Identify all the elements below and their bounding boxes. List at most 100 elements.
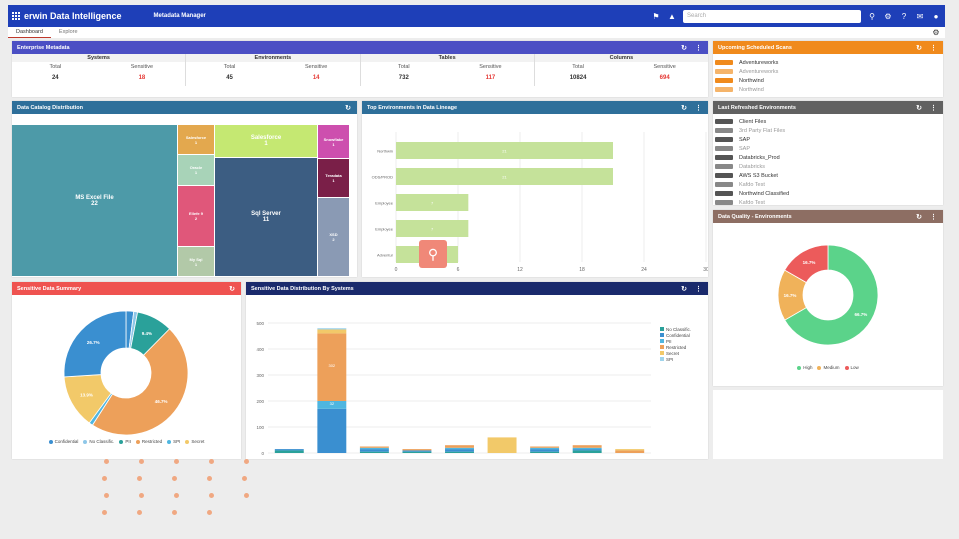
help-icon[interactable]: ? (901, 11, 907, 21)
stacked-bar-segment[interactable] (274, 450, 304, 453)
stacked-bar-segment[interactable] (274, 449, 304, 451)
more-icon[interactable]: ⋮ (930, 213, 937, 221)
refresh-icon[interactable]: ↻ (681, 104, 687, 112)
quality-slice[interactable] (784, 244, 879, 346)
stacked-bar-segment[interactable] (317, 328, 347, 330)
more-icon[interactable]: ⋮ (695, 44, 702, 52)
refresh-icon[interactable]: ↻ (345, 104, 351, 112)
refresh-icon[interactable]: ↻ (916, 104, 922, 112)
refresh-icon[interactable]: ↻ (916, 44, 922, 52)
list-item[interactable]: SAP (713, 135, 943, 144)
quality-slice[interactable] (784, 244, 829, 284)
user-icon[interactable]: ● (933, 11, 939, 21)
stacked-bar-segment[interactable] (487, 437, 517, 453)
stacked-bar-segment[interactable] (572, 449, 602, 451)
bell-icon[interactable]: ▲ (668, 11, 676, 21)
list-item[interactable]: AWS S3 Bucket (713, 171, 943, 180)
stacked-bar-segment[interactable] (359, 451, 389, 453)
stacked-bar-segment[interactable] (359, 447, 389, 450)
treemap-cell[interactable]: Snowflake 1 (318, 125, 349, 158)
sensitive-cell[interactable]: Sensitive 694 (621, 62, 708, 86)
refresh-icon[interactable]: ↻ (681, 285, 687, 293)
refresh-icon[interactable]: ↻ (916, 213, 922, 221)
more-icon[interactable]: ⋮ (930, 44, 937, 52)
list-item[interactable]: Northwind (713, 76, 943, 85)
legend-item[interactable]: Restricted (135, 439, 162, 444)
treemap-cell[interactable]: Salesforce 1 (178, 125, 214, 154)
stacked-bar-segment[interactable] (445, 445, 474, 448)
sensitive-cell[interactable]: Sensitive 18 (99, 62, 186, 86)
stacked-bar-segment[interactable] (402, 449, 432, 451)
stacked-bar-segment[interactable] (402, 450, 432, 452)
stacked-bar-segment[interactable] (572, 447, 602, 450)
search-icon[interactable]: ⚲ (869, 11, 875, 21)
list-item[interactable]: Client Files (713, 117, 943, 126)
zoom-magnifier-icon[interactable]: ⚲ (419, 240, 447, 268)
stacked-bar-segment[interactable] (615, 449, 645, 451)
stacked-bar-segment[interactable] (359, 446, 389, 448)
legend-item[interactable]: SPI (660, 356, 691, 362)
total-cell[interactable]: Total 24 (12, 62, 99, 86)
legend-item[interactable]: PII (660, 338, 691, 344)
stacked-bar-segment[interactable] (317, 333, 347, 401)
stacked-bar-segment[interactable] (530, 451, 560, 453)
legend-item[interactable]: SPI (167, 439, 180, 444)
legend-item[interactable]: Confidential (660, 332, 691, 338)
total-cell[interactable]: Total 45 (186, 62, 273, 86)
tab-dashboard[interactable]: Dashboard (8, 27, 51, 38)
lineage-bar[interactable] (396, 168, 613, 185)
total-cell[interactable]: Total 732 (361, 62, 448, 86)
gear-icon[interactable]: ⚙ (884, 11, 892, 21)
refresh-icon[interactable]: ↻ (229, 285, 235, 293)
stacked-bar-segment[interactable] (445, 447, 474, 450)
legend-item[interactable]: Secret (660, 350, 691, 356)
more-icon[interactable]: ⋮ (930, 104, 937, 112)
settings-gear-icon[interactable]: ⚙ (932, 28, 940, 37)
sensitive-cell[interactable]: Sensitive 14 (273, 62, 360, 86)
list-item[interactable]: Northwind Classified (713, 189, 943, 198)
stacked-bar-segment[interactable] (445, 449, 474, 452)
sensitive-cell[interactable]: Sensitive 117 (447, 62, 534, 86)
treemap-cell[interactable]: Salesforce 1 (215, 125, 317, 157)
treemap-cell[interactable]: MS Excel File 22 (12, 125, 177, 276)
lineage-bar[interactable] (396, 142, 613, 159)
stacked-bar-segment[interactable] (572, 445, 602, 448)
stacked-bar-segment[interactable] (402, 451, 432, 453)
more-icon[interactable]: ⋮ (695, 285, 702, 293)
tab-explore[interactable]: Explore (58, 29, 78, 35)
sensitive-slice[interactable] (63, 310, 127, 378)
treemap-cell[interactable]: Teradata 1 (318, 159, 349, 197)
stacked-bar-segment[interactable] (317, 401, 347, 409)
legend-item[interactable]: Medium (817, 365, 840, 370)
apps-grid-icon[interactable] (12, 12, 20, 20)
search-input[interactable]: Search (683, 9, 861, 23)
legend-item[interactable]: Restricted (660, 344, 691, 350)
stacked-bar-segment[interactable] (317, 408, 347, 453)
sensitive-slice[interactable] (91, 328, 189, 436)
legend-item[interactable]: Confidential (48, 439, 78, 444)
treemap-cell[interactable]: My Sql 1 (178, 247, 214, 276)
legend-item[interactable]: Low (844, 365, 859, 370)
stacked-bar-segment[interactable] (530, 447, 560, 450)
stacked-bar-segment[interactable] (445, 451, 474, 453)
stacked-bar-segment[interactable] (317, 329, 347, 334)
legend-item[interactable]: PII (119, 439, 131, 444)
treemap-cell[interactable]: XSD 2 (318, 198, 349, 276)
legend-item[interactable]: High (797, 365, 812, 370)
mail-icon[interactable]: ✉ (916, 11, 924, 21)
stacked-bar-segment[interactable] (530, 449, 560, 452)
refresh-icon[interactable]: ↻ (681, 44, 687, 52)
treemap-cell[interactable]: Oracle 1 (178, 155, 214, 185)
treemap-cell[interactable]: Sql Server 11 (215, 158, 317, 276)
more-icon[interactable]: ⋮ (695, 104, 702, 112)
stacked-bar-segment[interactable] (530, 446, 560, 448)
lineage-bar[interactable] (396, 220, 469, 237)
bank-icon[interactable]: ⚑ (652, 11, 660, 21)
list-item[interactable]: Adventureworks (713, 58, 943, 67)
lineage-bar[interactable] (396, 194, 469, 211)
stacked-bar-segment[interactable] (572, 450, 602, 453)
legend-item[interactable]: Secret (185, 439, 204, 444)
total-cell[interactable]: Total 10824 (535, 62, 622, 86)
legend-item[interactable]: No Classific. (83, 439, 114, 444)
